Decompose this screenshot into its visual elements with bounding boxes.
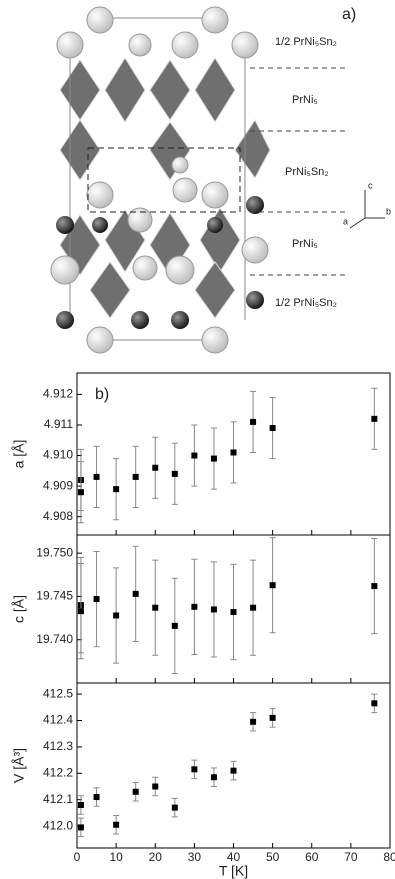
x-axis-label: T [K] (219, 863, 248, 879)
layer-label: PrNi₅ (292, 238, 318, 250)
data-point (172, 805, 178, 811)
data-point (250, 605, 256, 611)
data-point (133, 474, 139, 480)
y-tick-label: 412.1 (43, 792, 73, 806)
data-point (133, 591, 139, 597)
x-tick-label: 50 (266, 850, 280, 864)
data-point (191, 604, 197, 610)
y-tick-label: 412.4 (43, 713, 73, 727)
x-tick-label: 30 (188, 850, 202, 864)
layer-label: PrNi₅Sn₂ (285, 166, 329, 178)
data-point (94, 474, 100, 480)
data-point (211, 456, 217, 462)
x-tick-label: 0 (74, 850, 81, 864)
data-point (172, 623, 178, 629)
data-point (78, 489, 84, 495)
data-point (78, 802, 84, 808)
data-point (231, 768, 237, 774)
data-point (250, 419, 256, 425)
y-tick-label: 19.745 (36, 589, 73, 603)
crystal-structure: a) 1/2 PrNi₅Sn₂ PrNi₅ PrNi₅Sn₂ PrNi₅ 1/2… (51, 6, 391, 353)
data-point (172, 471, 178, 477)
layer-label: PrNi₅ (292, 94, 318, 106)
data-point (94, 794, 100, 800)
data-point (250, 719, 256, 725)
data-point (113, 486, 119, 492)
axis-label: a (343, 216, 348, 226)
large-atoms (51, 7, 268, 353)
y-tick-label: 412.2 (43, 765, 73, 779)
data-point (152, 783, 158, 789)
y-tick-label: 412.5 (43, 686, 73, 700)
data-point (371, 583, 377, 589)
x-tick-label: 10 (109, 850, 123, 864)
y-axis-label: c [Å] (11, 595, 27, 623)
y-axis-label: V [Å³] (11, 748, 27, 783)
data-point (94, 596, 100, 602)
data-point (371, 416, 377, 422)
panel-label: b) (95, 386, 109, 403)
y-tick-label: 412.3 (43, 739, 73, 753)
data-point (211, 606, 217, 612)
data-point (113, 612, 119, 618)
y-tick-label: 412.0 (43, 818, 73, 832)
data-point (371, 700, 377, 706)
y-tick-label: 19.750 (36, 545, 73, 559)
layer-label: 1/2 PrNi₅Sn₂ (275, 297, 337, 309)
data-point (152, 465, 158, 471)
figure: a) 1/2 PrNi₅Sn₂ PrNi₅ PrNi₅Sn₂ PrNi₅ 1/2… (0, 0, 395, 879)
y-tick-label: 19.740 (36, 632, 73, 646)
axis-triad (350, 190, 385, 228)
data-point (191, 453, 197, 459)
data-point (78, 824, 84, 830)
layer-label: 1/2 PrNi₅Sn₂ (275, 36, 337, 48)
x-tick-label: 20 (149, 850, 163, 864)
data-point (211, 774, 217, 780)
y-tick-label: 4.911 (44, 417, 73, 431)
data-point (270, 425, 276, 431)
panel-label: a) (342, 6, 356, 23)
axis-label: b (386, 206, 391, 216)
x-tick-label: 60 (305, 850, 319, 864)
data-point (231, 449, 237, 455)
x-tick-label: 80 (383, 850, 395, 864)
y-tick-label: 4.909 (43, 478, 73, 492)
x-tick-label: 70 (344, 850, 358, 864)
data-point (270, 582, 276, 588)
data-point (270, 715, 276, 721)
y-tick-label: 4.912 (43, 387, 73, 401)
data-point (78, 608, 84, 614)
axis-label: c (368, 180, 373, 190)
data-point (231, 609, 237, 615)
y-tick-label: 4.908 (43, 509, 73, 523)
y-axis-label: a [Å] (11, 440, 27, 469)
data-point (191, 766, 197, 772)
y-tick-label: 4.910 (43, 448, 73, 462)
data-point (133, 789, 139, 795)
data-point (113, 822, 119, 828)
data-point (152, 605, 158, 611)
